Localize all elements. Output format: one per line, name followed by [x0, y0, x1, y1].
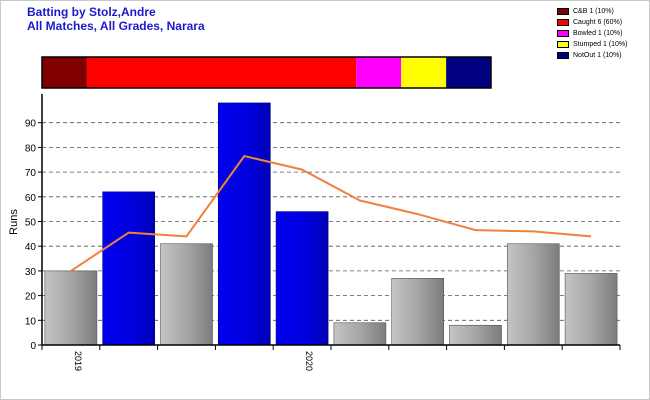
legend-label: C&B 1 (10%) — [573, 8, 614, 15]
legend-swatch — [557, 19, 569, 26]
bar-not-out — [102, 191, 156, 346]
y-tick-label: 60 — [25, 193, 37, 204]
legend-label: Caught 6 (60%) — [573, 19, 623, 26]
y-axis-ticks: 0 10 20 30 40 50 60 70 80 90 — [25, 119, 42, 352]
dismissal-bar-outline — [41, 56, 492, 89]
legend-label: Bowled 1 (10%) — [573, 30, 623, 37]
legend-swatch — [557, 8, 569, 15]
bar-out — [160, 243, 213, 346]
bar-out — [44, 270, 98, 346]
bar-out — [449, 324, 502, 346]
axes — [41, 94, 621, 350]
legend-label: NotOut 1 (10%) — [573, 52, 622, 59]
y-tick-label: 90 — [25, 119, 37, 130]
innings-bars — [44, 102, 618, 346]
legend-item-caught: Caught 6 (60%) — [557, 17, 627, 28]
dismissal-segment-caught — [86, 57, 357, 88]
chart-title: Batting by Stolz,Andre — [27, 5, 156, 19]
y-tick-label: 80 — [25, 143, 37, 154]
legend-item-cb: C&B 1 (10%) — [557, 6, 627, 17]
y-tick-label: 40 — [25, 242, 37, 253]
bar-out — [333, 322, 387, 346]
y-axis-title: Runs — [8, 209, 20, 235]
dismissal-bar — [41, 56, 492, 89]
legend-item-stumped: Stumped 1 (10%) — [557, 39, 627, 50]
dismissal-segment-cb — [42, 57, 87, 88]
y-tick-label: 70 — [25, 168, 37, 179]
dismissal-segment-stumped — [401, 57, 447, 88]
dismissal-segment-bowled — [356, 57, 402, 88]
legend-swatch — [557, 30, 569, 37]
x-axis-labels: 2019 2020 — [73, 351, 314, 371]
bar-out — [506, 243, 560, 346]
legend-item-notout: NotOut 1 (10%) — [557, 50, 627, 61]
bar-not-out — [217, 102, 271, 346]
chart-subtitle: All Matches, All Grades, Narara — [27, 19, 205, 33]
bar-out — [564, 273, 618, 346]
y-tick-label: 50 — [25, 218, 37, 229]
legend-item-bowled: Bowled 1 (10%) — [557, 28, 627, 39]
legend-swatch — [557, 41, 569, 48]
bar-not-out — [275, 211, 329, 346]
legend-label: Stumped 1 (10%) — [573, 41, 628, 48]
average-line-group — [70, 154, 592, 272]
legend-swatch — [557, 52, 569, 59]
x-tick-label: 2019 — [73, 351, 83, 371]
y-tick-label: 10 — [25, 316, 37, 327]
dismissal-segment-notout — [446, 57, 491, 88]
bar-out — [391, 278, 445, 346]
x-tick-label: 2020 — [304, 351, 314, 371]
grid-lines — [42, 122, 620, 321]
y-tick-label: 30 — [25, 267, 37, 278]
y-tick-label: 0 — [30, 341, 36, 352]
average-line — [70, 154, 592, 272]
legend: C&B 1 (10%) Caught 6 (60%) Bowled 1 (10%… — [557, 6, 627, 61]
y-tick-label: 20 — [25, 292, 37, 303]
